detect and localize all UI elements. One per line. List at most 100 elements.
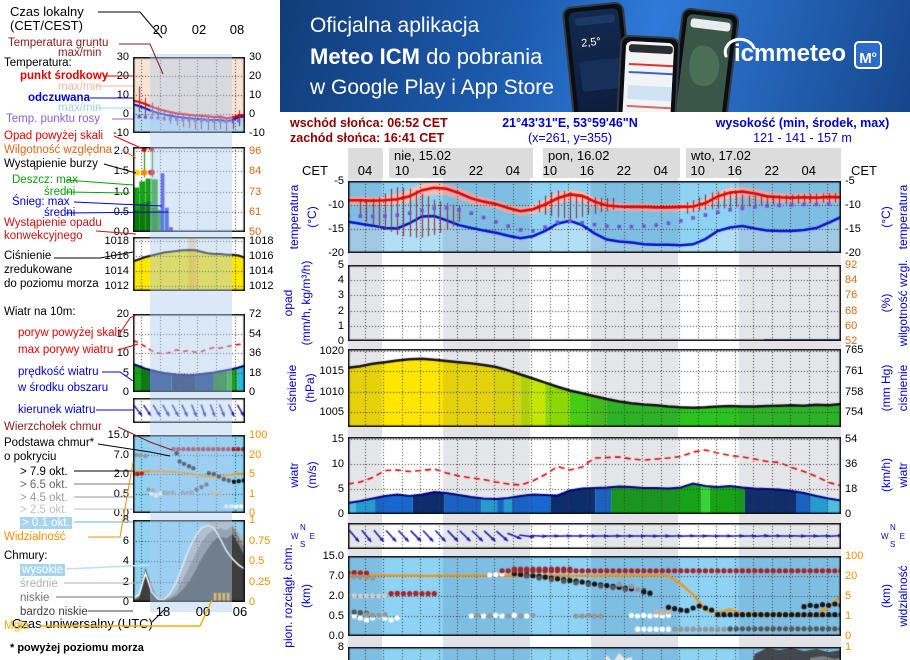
legend--4-5-okt-: > 4.5 okt. xyxy=(20,492,68,504)
y-tick: 4 xyxy=(337,274,344,287)
y-tick: 0.5 xyxy=(328,610,344,622)
y-tick: 0 xyxy=(122,108,129,120)
altitude-label: wysokość (min, środek, max) xyxy=(715,116,890,130)
axis-title: wilgotność wzgl. xyxy=(896,259,910,347)
y-tick: 8 xyxy=(337,641,344,653)
axis-title: widzialność xyxy=(896,565,910,627)
y-tick: 84 xyxy=(249,165,262,178)
y-tick: 1020 xyxy=(319,344,344,357)
y-tick: 100 xyxy=(249,429,268,441)
mini-hour-label: 08 xyxy=(229,22,245,37)
legend-czas-lokalny: Czas lokalny xyxy=(10,4,84,19)
panel-pressure-main xyxy=(348,349,841,427)
app-banner[interactable]: Oficjalna aplikacja Meteo ICM do pobrani… xyxy=(280,0,910,112)
legend-max-min: max/min xyxy=(58,47,102,59)
y-tick: 765 xyxy=(845,344,864,357)
mini-hour-label: 02 xyxy=(191,22,207,37)
y-tick: 5 xyxy=(249,468,256,480)
legend--6-5-okt-: > 6.5 okt. xyxy=(20,479,68,491)
day-label: pon, 16.02 xyxy=(548,148,610,163)
axis-title: temperatura xyxy=(896,184,910,250)
y-tick: 1010 xyxy=(319,385,344,398)
y-tick: 84 xyxy=(845,274,858,287)
y-tick: 0 xyxy=(249,108,256,120)
logo-badge: Mo xyxy=(854,40,882,69)
y-tick: 76 xyxy=(845,289,858,302)
y-tick: 20 xyxy=(249,70,262,82)
day-box xyxy=(543,148,680,178)
y-tick: 61 xyxy=(249,205,262,218)
banner-line1: Oficjalna aplikacja xyxy=(310,14,480,37)
y-tick: 5 xyxy=(122,366,129,379)
day-box xyxy=(686,148,841,178)
legend--cet-cest-: (CET/CEST) xyxy=(10,18,83,33)
y-tick: 52 xyxy=(845,335,858,347)
y-tick: 60 xyxy=(845,319,858,332)
axis-title: ciśnienie xyxy=(896,364,910,412)
legend-max-porywy-wiatru: max porywy wiatru xyxy=(18,344,114,356)
legend-chmury-: Chmury: xyxy=(4,550,48,562)
y-tick: 1 xyxy=(249,487,256,500)
y-tick: 0 xyxy=(249,507,256,519)
y-tick: 15 xyxy=(331,433,344,445)
y-tick: 1012 xyxy=(249,279,274,292)
legend-podstawa-chmur-: Podstawa chmur* xyxy=(4,437,95,449)
y-tick: -10 xyxy=(328,198,344,211)
y-tick: 10 xyxy=(331,458,344,471)
axis-title: opad xyxy=(281,289,295,317)
y-tick: 0 xyxy=(249,386,256,398)
hour-label: 04 xyxy=(357,163,373,178)
y-tick: 20 xyxy=(845,570,858,582)
y-tick: 15 xyxy=(116,327,129,340)
y-tick: 20 xyxy=(249,448,262,461)
mini-hour-label: 00 xyxy=(195,604,211,619)
legend-odczuwana: odczuwana xyxy=(28,92,90,104)
legend-ci-nienie: Ciśnienie xyxy=(4,250,52,262)
day-box xyxy=(348,148,383,178)
y-tick: 1 xyxy=(249,514,256,526)
y-tick: 0 xyxy=(337,335,344,347)
y-tick: 8 xyxy=(122,514,129,526)
y-tick: 758 xyxy=(845,385,864,398)
y-tick: 1 xyxy=(337,319,344,332)
panel-precip-humidity-mini xyxy=(133,147,245,232)
y-tick: -20 xyxy=(328,247,344,259)
panel-clouds-visibility-mini xyxy=(133,435,245,513)
legend--redni: średni xyxy=(44,186,76,198)
legend-wilgotno-wzgl-dna: Wilgotność względna xyxy=(4,144,113,156)
y-tick: 0 xyxy=(249,596,256,608)
y-tick: 15.0 xyxy=(107,429,129,441)
axis-title: wiatr xyxy=(896,462,910,488)
hour-label: 04 xyxy=(801,163,816,178)
y-tick: 1 xyxy=(845,641,852,653)
panel-temperature-main xyxy=(348,181,841,253)
y-tick: 2 xyxy=(122,575,129,588)
y-tick: 0.0 xyxy=(328,630,344,642)
axis-title: pion. rozciągł. chm. xyxy=(281,544,295,648)
panel-wind-direction-main xyxy=(348,523,841,549)
y-tick: 0.25 xyxy=(249,575,271,588)
hour-label: 04 xyxy=(653,163,669,178)
y-tick: 7.0 xyxy=(113,448,129,461)
axis-title: (°C) xyxy=(879,206,893,228)
legend-do-poziomu-morza: do poziomu morza xyxy=(4,278,99,290)
footnote: * powyżej poziomu morza xyxy=(10,642,144,654)
y-tick: -15 xyxy=(328,223,344,235)
y-tick: 1015 xyxy=(319,365,344,378)
panel-temperature-mini xyxy=(133,57,245,133)
legend-widzialno-: Widzialność xyxy=(4,531,66,543)
legend-zredukowane: zredukowane xyxy=(4,264,73,276)
grid-point: (x=261, y=355) xyxy=(527,131,613,145)
phone-temp-reading: 2,5° xyxy=(580,35,602,50)
panel-precip-humidity-main xyxy=(348,265,841,341)
legend--rednie: średnie xyxy=(20,578,58,590)
y-tick: -10 xyxy=(113,127,129,139)
mini-hour-label: 20 xyxy=(152,22,168,37)
y-tick: 0 xyxy=(337,508,344,520)
utc-axis-label: Czas uniwersalny (UTC) xyxy=(12,616,153,631)
y-tick: 1018 xyxy=(249,235,274,248)
legend-max-min: max/min xyxy=(58,102,102,114)
y-tick: 68 xyxy=(845,304,858,317)
